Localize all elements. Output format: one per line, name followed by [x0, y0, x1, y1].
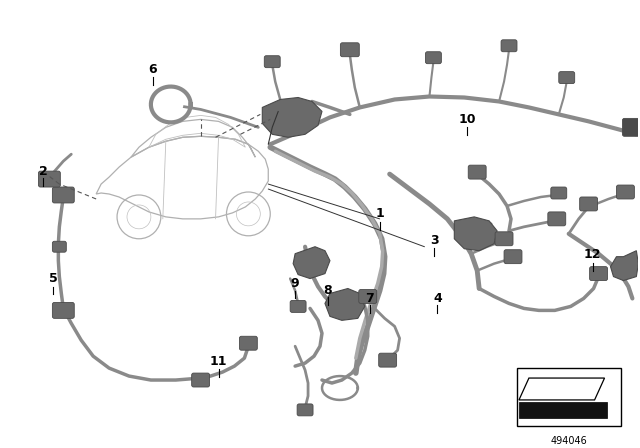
Text: 7: 7 [365, 292, 374, 305]
Text: 8: 8 [324, 284, 332, 297]
FancyBboxPatch shape [426, 52, 442, 64]
FancyBboxPatch shape [589, 267, 607, 280]
Polygon shape [519, 378, 605, 400]
Polygon shape [519, 402, 607, 418]
FancyBboxPatch shape [495, 232, 513, 246]
FancyBboxPatch shape [290, 301, 306, 312]
Polygon shape [454, 217, 497, 251]
FancyBboxPatch shape [297, 404, 313, 416]
FancyBboxPatch shape [359, 289, 377, 303]
Polygon shape [611, 251, 638, 280]
Text: 3: 3 [430, 234, 439, 247]
Bar [517, 368, 621, 426]
FancyBboxPatch shape [580, 197, 598, 211]
Polygon shape [325, 289, 365, 320]
FancyBboxPatch shape [623, 118, 640, 136]
FancyBboxPatch shape [191, 373, 209, 387]
Text: 11: 11 [210, 355, 227, 368]
FancyBboxPatch shape [38, 171, 60, 187]
Text: 1: 1 [375, 207, 384, 220]
FancyBboxPatch shape [264, 56, 280, 68]
FancyBboxPatch shape [340, 43, 359, 57]
Polygon shape [159, 95, 182, 114]
Polygon shape [293, 247, 330, 279]
FancyBboxPatch shape [468, 165, 486, 179]
Text: 5: 5 [49, 272, 58, 285]
FancyBboxPatch shape [52, 302, 74, 319]
FancyBboxPatch shape [548, 212, 566, 226]
FancyBboxPatch shape [504, 250, 522, 263]
Text: 4: 4 [433, 292, 442, 305]
FancyBboxPatch shape [52, 241, 67, 252]
FancyBboxPatch shape [551, 187, 567, 199]
Text: 2: 2 [39, 164, 48, 177]
Polygon shape [262, 98, 322, 137]
Text: 9: 9 [291, 277, 300, 290]
FancyBboxPatch shape [239, 336, 257, 350]
FancyBboxPatch shape [616, 185, 634, 199]
FancyBboxPatch shape [501, 40, 517, 52]
Text: 12: 12 [584, 248, 602, 261]
FancyBboxPatch shape [52, 187, 74, 203]
Text: 10: 10 [458, 113, 476, 126]
FancyBboxPatch shape [379, 353, 397, 367]
Text: 494046: 494046 [551, 436, 588, 446]
Text: 6: 6 [148, 63, 157, 76]
FancyBboxPatch shape [559, 72, 575, 84]
